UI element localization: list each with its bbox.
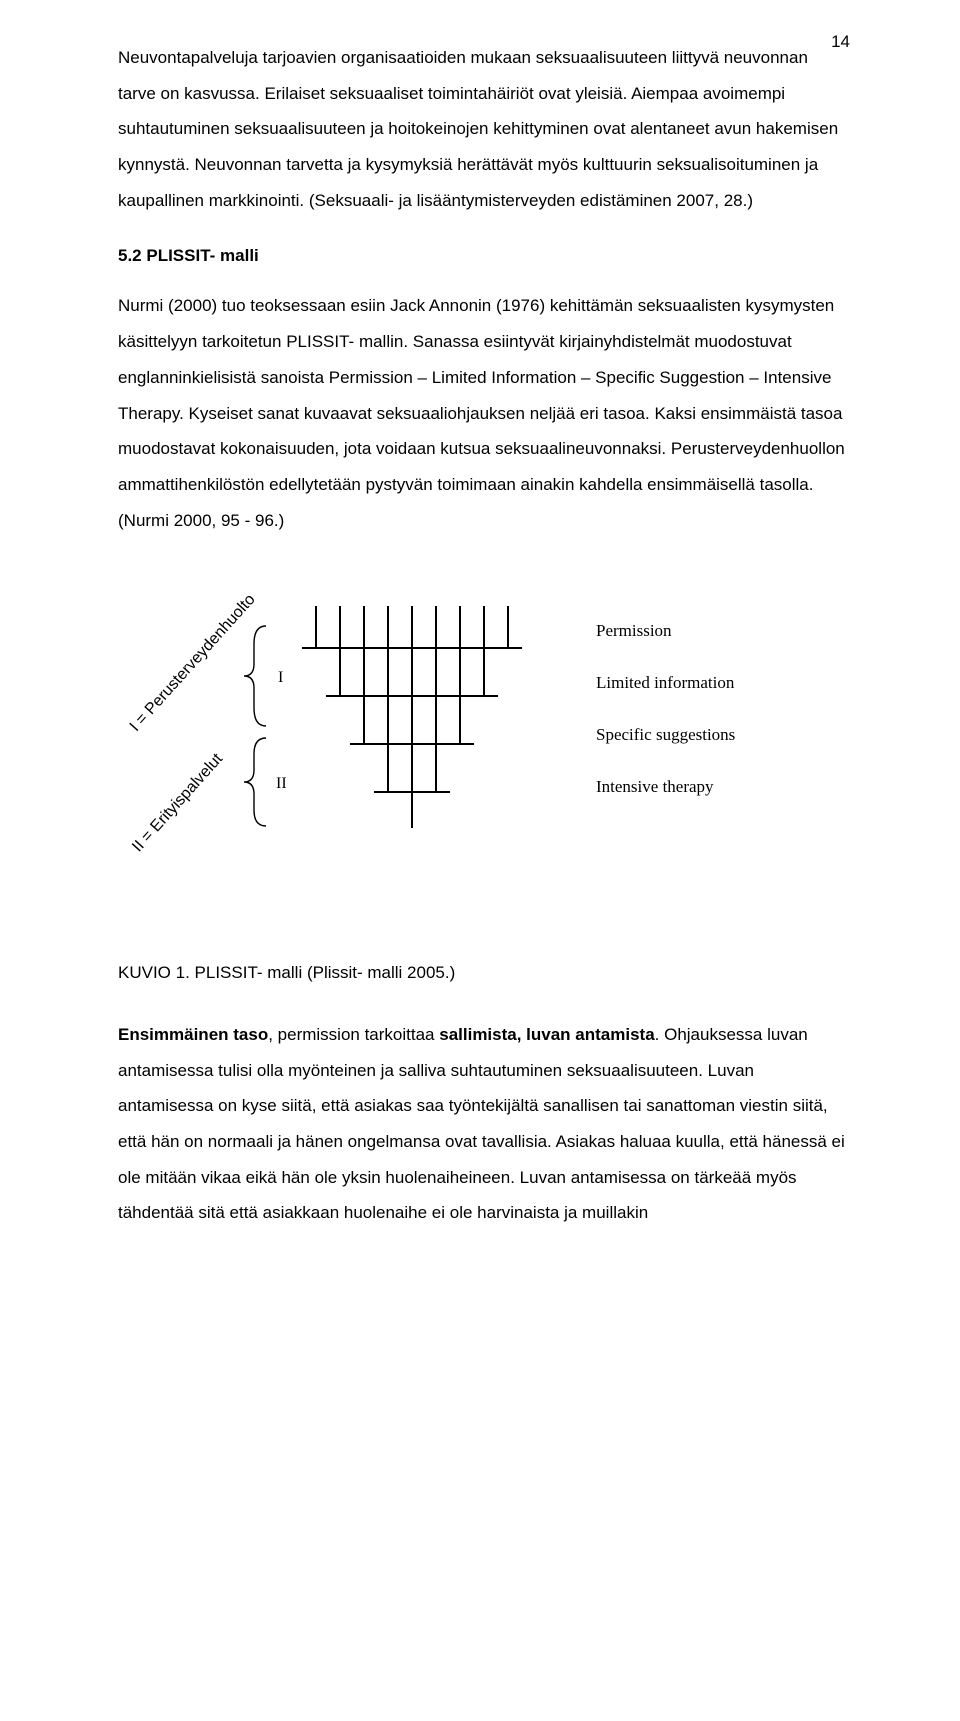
document-page: 14 Neuvontapalveluja tarjoavien organisa…: [0, 0, 960, 1721]
roman-1: I: [278, 669, 283, 686]
right-label-3: Intensive therapy: [596, 777, 714, 796]
section-heading: 5.2 PLISSIT- malli: [118, 246, 850, 266]
brace-bottom: [244, 738, 266, 826]
plissit-figure: I = Perusterveydenhuolto II = Erityispal…: [126, 596, 850, 881]
p3-bold-mid: sallimista, luvan antamista: [439, 1025, 654, 1044]
page-number: 14: [831, 32, 850, 52]
p3-tail: . Ohjauksessa luvan antamisessa tulisi o…: [118, 1025, 845, 1222]
paragraph-1: Neuvontapalveluja tarjoavien organisaati…: [118, 40, 850, 218]
paragraph-2: Nurmi (2000) tuo teoksessaan esiin Jack …: [118, 288, 850, 538]
figure-caption: KUVIO 1. PLISSIT- malli (Plissit- malli …: [118, 955, 850, 991]
right-label-0: Permission: [596, 621, 672, 640]
p3-bold-lead: Ensimmäinen taso: [118, 1025, 268, 1044]
left-label-bottom: II = Erityispalvelut: [129, 750, 226, 855]
brace-top: [244, 626, 266, 726]
roman-2: II: [276, 775, 287, 792]
plissit-diagram-svg: I = Perusterveydenhuolto II = Erityispal…: [126, 596, 826, 876]
p3-mid: , permission tarkoittaa: [268, 1025, 439, 1044]
right-label-1: Limited information: [596, 673, 735, 692]
left-label-top: I = Perusterveydenhuolto: [127, 596, 259, 735]
paragraph-3: Ensimmäinen taso, permission tarkoittaa …: [118, 1017, 850, 1231]
right-label-2: Specific suggestions: [596, 725, 735, 744]
vertical-lines: [316, 606, 508, 828]
